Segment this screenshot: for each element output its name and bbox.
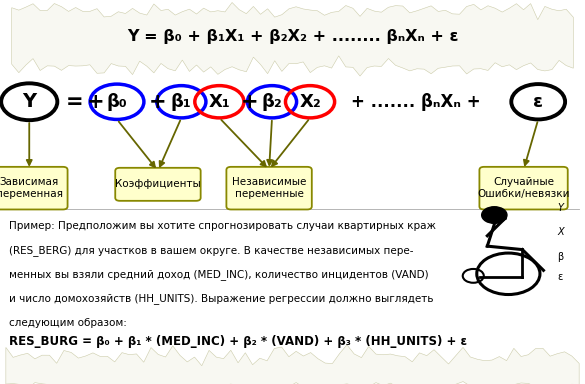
Text: Y: Y — [22, 92, 36, 111]
Text: X: X — [558, 227, 564, 237]
Text: +: + — [87, 92, 105, 112]
Text: Случайные
Ошибки/невязки: Случайные Ошибки/невязки — [477, 177, 570, 199]
Text: ε: ε — [558, 272, 563, 282]
Text: +: + — [149, 92, 167, 112]
Text: Зависимая
переменная: Зависимая переменная — [0, 177, 63, 199]
Text: ε: ε — [533, 93, 543, 111]
Text: Независимые
переменные: Независимые переменные — [232, 177, 307, 199]
Text: X₁: X₁ — [208, 93, 230, 111]
FancyBboxPatch shape — [115, 168, 201, 201]
Text: β: β — [558, 252, 564, 262]
Text: Y = β₀ + β₁X₁ + β₂X₂ + ........ βₙXₙ + ε: Y = β₀ + β₁X₁ + β₂X₂ + ........ βₙXₙ + ε — [127, 29, 458, 44]
Text: X₂: X₂ — [299, 93, 321, 111]
Circle shape — [481, 207, 507, 223]
Text: Пример: Предположим вы хотите спрогнозировать случаи квартирных краж: Пример: Предположим вы хотите спрогнозир… — [9, 221, 436, 231]
Text: (RES_BERG) для участков в вашем округе. В качестве независимых пере-: (RES_BERG) для участков в вашем округе. … — [9, 245, 413, 256]
FancyBboxPatch shape — [0, 167, 68, 210]
Text: β₂: β₂ — [261, 93, 283, 111]
Polygon shape — [12, 2, 573, 76]
FancyBboxPatch shape — [480, 167, 568, 210]
FancyBboxPatch shape — [226, 167, 312, 210]
Text: менных вы взяли средний доход (MED_INC), количество инцидентов (VAND): менных вы взяли средний доход (MED_INC),… — [9, 269, 428, 280]
Text: +: + — [241, 92, 259, 112]
Polygon shape — [6, 345, 579, 384]
Text: RES_BURG = β₀ + β₁ * (MED_INC) + β₂ * (VAND) + β₃ * (HH_UNITS) + ε: RES_BURG = β₀ + β₁ * (MED_INC) + β₂ * (V… — [9, 335, 467, 348]
Text: следующим образом:: следующим образом: — [9, 318, 126, 328]
Text: β₀: β₀ — [106, 93, 128, 111]
Text: β₁: β₁ — [171, 93, 192, 111]
Text: Y: Y — [558, 203, 563, 213]
Text: =: = — [66, 92, 84, 112]
Text: + ....... βₙXₙ +: + ....... βₙXₙ + — [350, 93, 480, 111]
Text: Коэффициенты: Коэффициенты — [115, 179, 201, 189]
Text: и число домохозяйств (HH_UNITS). Выражение регрессии должно выглядеть: и число домохозяйств (HH_UNITS). Выражен… — [9, 293, 433, 304]
